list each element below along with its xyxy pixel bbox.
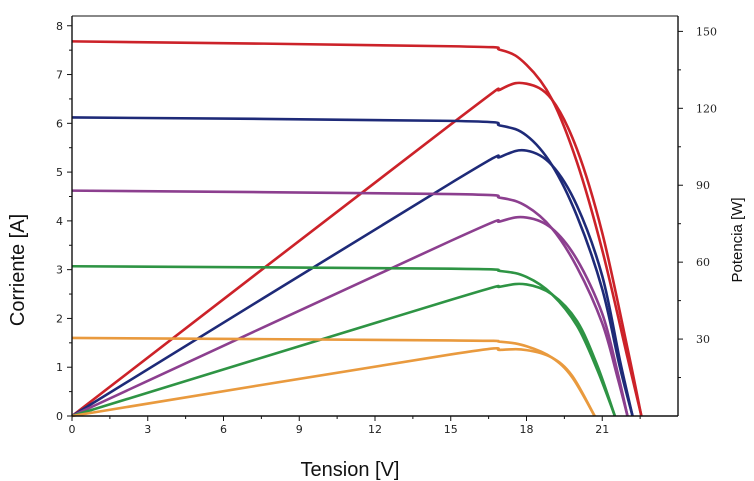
power-curve-2: [71, 148, 634, 418]
x-tick-label: 21: [595, 423, 609, 436]
y-tick-label: 0: [56, 410, 63, 423]
y-tick-label: 1: [56, 361, 63, 374]
y-tick-label: 6: [56, 117, 63, 130]
plot-lines: [71, 40, 643, 418]
current-curve-1: [71, 40, 643, 417]
y2-tick-label: 120: [696, 102, 717, 115]
x-tick-label: 15: [444, 423, 458, 436]
power-curve-1: [71, 81, 643, 418]
power-curve-5: [71, 346, 596, 418]
x-axis-title: Tension [V]: [301, 459, 400, 481]
y-axis-title: Corriente [A]: [7, 214, 29, 326]
power-curve-3: [71, 215, 629, 418]
y-tick-label: 8: [56, 20, 63, 33]
y2-axis-title: Potencia [W]: [729, 197, 746, 282]
axes: [67, 15, 683, 421]
x-tick-label: 3: [144, 423, 151, 436]
y-tick-label: 2: [56, 312, 63, 325]
x-tick-label: 6: [220, 423, 227, 436]
y2-tick-label: 90: [696, 179, 710, 192]
current-curve-4: [71, 264, 617, 417]
power-curve-4: [71, 282, 617, 418]
y2-tick-label: 30: [696, 333, 710, 346]
current-curve-2: [71, 116, 634, 417]
y-tick-label: 3: [56, 264, 63, 277]
x-tick-label: 18: [520, 423, 534, 436]
x-tick-label: 12: [368, 423, 382, 436]
y2-tick-label: 150: [696, 25, 717, 38]
y-tick-label: 7: [56, 69, 63, 82]
x-tick-label: 9: [296, 423, 303, 436]
y2-tick-label: 60: [696, 256, 710, 269]
y-tick-label: 5: [56, 166, 63, 179]
x-tick-label: 0: [69, 423, 76, 436]
current-curve-3: [71, 189, 629, 417]
y-tick-label: 4: [56, 215, 63, 228]
